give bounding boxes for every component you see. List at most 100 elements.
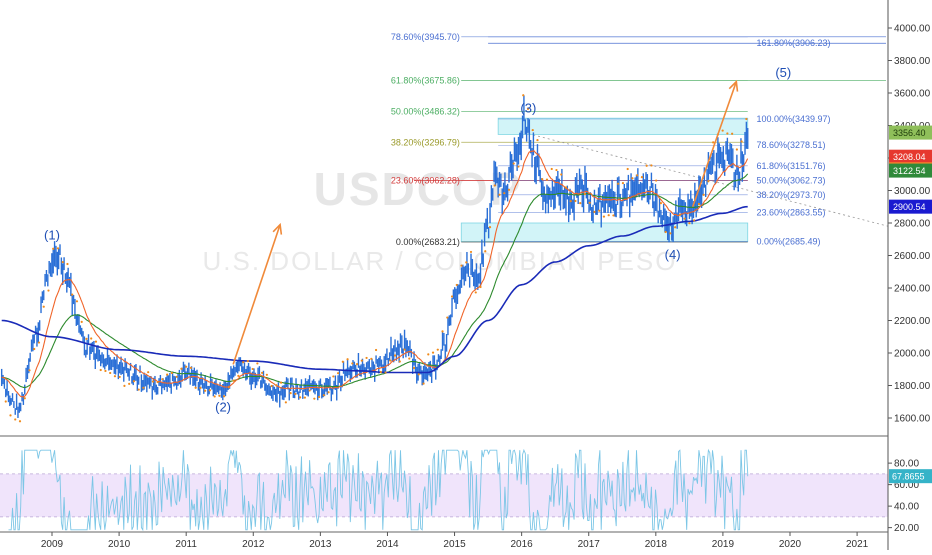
psar-dot	[370, 357, 373, 360]
wave-label: (3)	[520, 101, 536, 116]
psar-dot	[109, 371, 112, 375]
psar-dot	[194, 386, 197, 389]
rsi-value-text: 67.8655	[892, 472, 925, 482]
psar-dot	[189, 366, 193, 369]
psar-dot	[488, 226, 492, 229]
fib-right-label: 61.80%(3151.76)	[756, 161, 825, 171]
y-tick-label: 3000.00	[894, 186, 931, 197]
psar-dot	[583, 192, 587, 196]
psar-dot	[697, 202, 701, 206]
psar-dot	[598, 209, 601, 212]
psar-dot	[147, 371, 150, 374]
psar-dot	[522, 94, 525, 97]
psar-dot	[308, 389, 311, 392]
y-tick-label: 2800.00	[894, 219, 931, 230]
price-tag-text: 3356.40	[893, 128, 926, 138]
fib-right-label: 78.60%(3278.51)	[756, 140, 825, 150]
psar-dot	[517, 165, 520, 168]
psar-dot	[251, 367, 254, 371]
psar-dot	[223, 395, 226, 398]
psar-dot	[555, 168, 558, 172]
fib-right-label: 0.00%(2685.49)	[756, 237, 820, 247]
psar-dot	[227, 386, 230, 389]
rsi-line	[8, 448, 749, 532]
psar-dot	[23, 397, 26, 400]
psar-dot	[702, 193, 705, 196]
fib-left-label: 78.60%(3945.70)	[391, 32, 460, 42]
psar-dot	[37, 341, 41, 344]
psar-dot	[626, 167, 629, 171]
psar-dot	[735, 148, 738, 151]
psar-dot	[536, 138, 539, 142]
psar-dot	[607, 214, 610, 217]
psar-dot	[99, 368, 102, 372]
projection-arrowhead	[272, 222, 283, 235]
psar-dot	[199, 386, 202, 389]
psar-dot	[745, 117, 748, 121]
psar-dot	[507, 188, 511, 191]
psar-dot	[427, 353, 430, 356]
psar-dot	[636, 174, 639, 177]
price-tag: 2900.54	[889, 199, 932, 214]
psar-dot	[393, 354, 397, 357]
y-tick-label: 1800.00	[894, 381, 931, 392]
psar-dot	[294, 392, 297, 396]
projection-arrow	[232, 224, 281, 365]
psar-dot	[341, 360, 344, 363]
series	[0, 94, 749, 423]
psar-dot	[322, 394, 325, 397]
psar-dot	[408, 357, 411, 360]
psar-dot	[374, 348, 378, 352]
psar-dot	[270, 384, 273, 388]
projection-arrowhead	[728, 79, 739, 92]
psar-dot	[151, 380, 155, 383]
rsi-value-tag: 67.8655	[889, 469, 932, 484]
psar-dot	[161, 378, 164, 381]
psar-dot	[650, 164, 653, 167]
psar-dot	[431, 351, 435, 354]
psar-dot	[185, 365, 188, 368]
rsi-tick-label: 60.00	[894, 480, 919, 491]
psar-dot	[678, 213, 682, 216]
psar-dot	[256, 362, 259, 365]
psar-dot	[204, 389, 207, 392]
psar-dot	[412, 366, 416, 370]
psar-dot	[726, 132, 729, 135]
psar-dot	[484, 250, 487, 253]
psar-dot	[213, 395, 216, 398]
psar-dot	[569, 200, 572, 203]
psar-dot	[564, 186, 568, 189]
fib-right-label: 100.00%(3439.97)	[756, 114, 830, 124]
psar-dot	[631, 177, 634, 180]
psar-dot	[261, 371, 264, 374]
psar-dot	[18, 420, 22, 423]
psar-dot	[275, 384, 278, 387]
psar-dot	[740, 140, 743, 143]
psar-dot	[479, 285, 482, 289]
psar-dot	[588, 201, 591, 204]
psar-dot	[85, 337, 88, 340]
psar-dot	[52, 247, 55, 250]
psar-dot	[674, 226, 677, 229]
rsi-pane	[0, 448, 888, 532]
psar-dot	[579, 202, 582, 205]
psar-dot	[621, 181, 625, 185]
psar-dot	[541, 177, 544, 181]
psar-dot	[56, 247, 60, 250]
psar-dot	[574, 199, 577, 203]
x-tick-label: 2021	[846, 539, 869, 550]
psar-dot	[332, 375, 335, 378]
fib-levels: 78.60%(3945.70) 61.80%(3675.86) 50.00%(348…	[391, 32, 889, 247]
y-tick-label: 4000.00	[894, 24, 931, 35]
psar-dot	[284, 401, 287, 404]
price-tag-text: 2900.54	[893, 202, 926, 212]
psar-dot	[669, 232, 672, 235]
fib-left-label: 61.80%(3675.86)	[391, 76, 460, 86]
fib-right-label: 50.00%(3062.73)	[756, 175, 825, 185]
ma-long-line	[1, 205, 748, 374]
psar-dot	[712, 141, 715, 144]
psar-dot	[436, 348, 439, 351]
